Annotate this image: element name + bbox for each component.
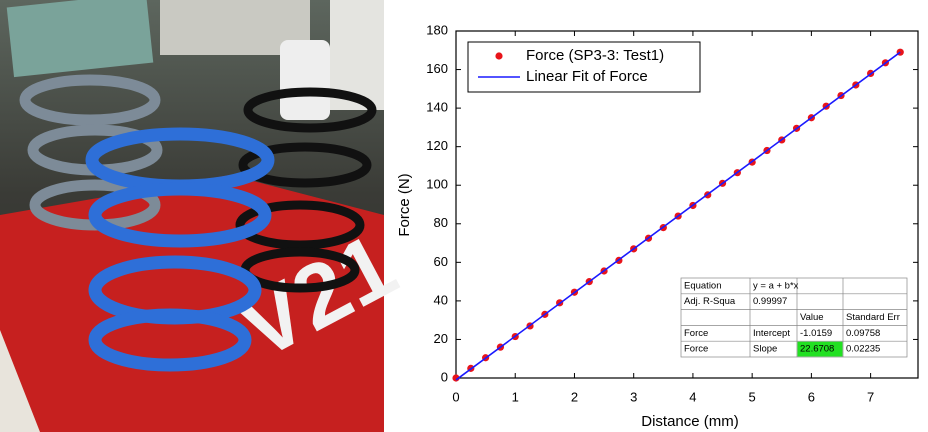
y-tick-label: 120 <box>426 138 448 153</box>
x-tick-label: 6 <box>808 389 815 404</box>
table-value: 22.6708 <box>800 344 834 355</box>
y-axis-title: Force (N) <box>396 173 413 236</box>
y-tick-label: 100 <box>426 177 448 192</box>
x-tick-label: 7 <box>867 389 874 404</box>
table-cell: Force <box>684 328 708 339</box>
y-tick-label: 80 <box>434 215 448 230</box>
table-value: -1.0159 <box>800 328 832 339</box>
table-cell: Slope <box>753 344 777 355</box>
y-tick-label: 20 <box>434 331 448 346</box>
fit-line <box>455 51 901 381</box>
table-label: Adj. R-Squa <box>684 296 736 307</box>
legend-marker <box>495 52 503 60</box>
y-tick-label: 0 <box>441 369 448 384</box>
table-equation: y = a + b*x <box>753 280 799 291</box>
highlight-cell <box>797 341 843 357</box>
x-tick-label: 5 <box>749 389 756 404</box>
photo: V21 <box>0 0 412 432</box>
data-point <box>452 374 460 382</box>
x-tick-label: 3 <box>630 389 637 404</box>
legend-label: Force (SP3-3: Test1) <box>526 47 664 64</box>
table-label: Equation <box>684 280 722 291</box>
table-value: 0.99997 <box>753 296 787 307</box>
legend-label: Linear Fit of Force <box>526 68 648 85</box>
y-tick-label: 180 <box>426 22 448 37</box>
y-tick-label: 40 <box>434 292 448 307</box>
table-value: 0.02235 <box>846 344 880 355</box>
plot-frame <box>455 30 919 379</box>
x-tick-label: 0 <box>452 389 459 404</box>
table-header: Value <box>800 312 824 323</box>
table-header: Standard Err <box>846 312 900 323</box>
x-axis-title: Distance (mm) <box>641 413 739 430</box>
fit-table <box>680 277 908 358</box>
table-cell: Force <box>684 344 708 355</box>
y-tick-label: 160 <box>426 61 448 76</box>
x-tick-label: 2 <box>571 389 578 404</box>
table-cell: Intercept <box>753 328 790 339</box>
table-value: 0.09758 <box>846 328 880 339</box>
y-tick-label: 140 <box>426 100 448 115</box>
x-tick-label: 1 <box>512 389 519 404</box>
chart: Force (N) Distance (mm) <box>396 173 739 430</box>
x-tick-label: 4 <box>689 389 696 404</box>
y-tick-label: 60 <box>434 254 448 269</box>
legend-box <box>467 41 701 93</box>
